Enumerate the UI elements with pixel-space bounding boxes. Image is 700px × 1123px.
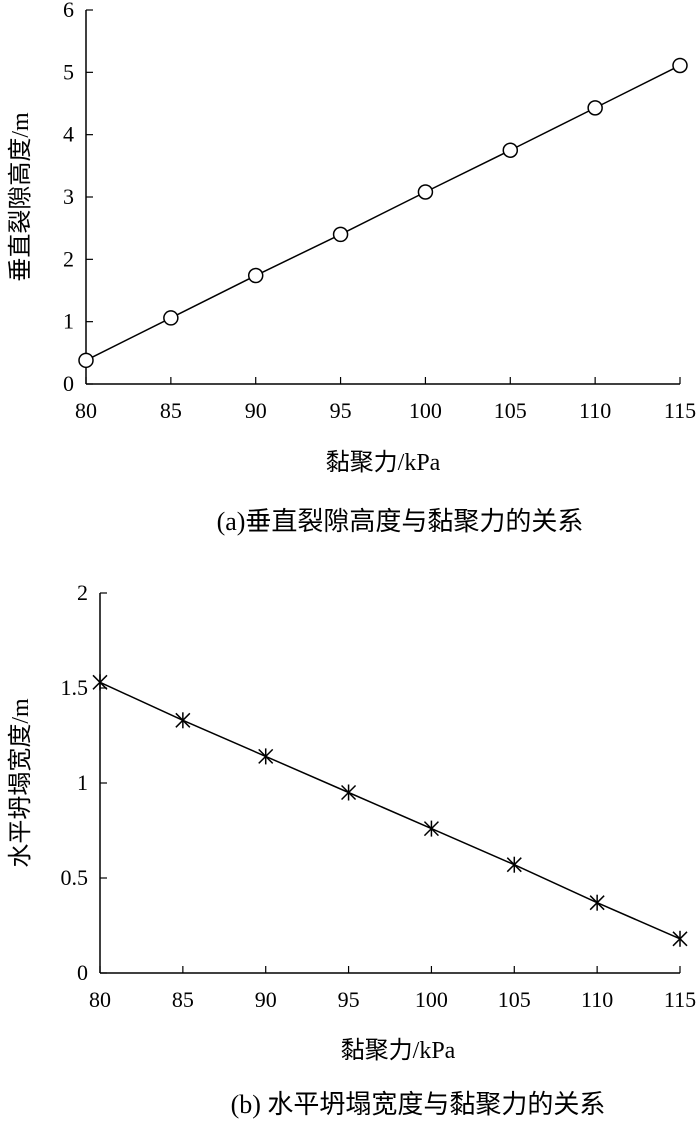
chart-b-caption: (b) 水平坍塌宽度与黏聚力的关系 [231, 1090, 606, 1119]
chart-b-ytick-label: 0.5 [61, 865, 89, 890]
chart-a-point [163, 310, 179, 326]
chart-a-point [587, 100, 603, 116]
chart-a-series [78, 57, 688, 369]
chart-a-ytick-label: 0 [63, 371, 74, 396]
chart-b-point [92, 674, 108, 691]
chart-a-xtick-label: 110 [579, 398, 611, 423]
chart-a-ytick-label: 3 [63, 184, 74, 209]
chart-b-xticks: 80 85 90 95 100 105 110 115 [89, 966, 696, 1012]
chart-a-series-line [85, 64, 681, 361]
chart-b-ytick-label: 1 [77, 770, 88, 795]
chart-b-point [672, 930, 688, 947]
chart-b-xtick-label: 105 [498, 987, 531, 1012]
chart-a-ytick-label: 5 [63, 59, 74, 84]
chart-b-yticks: 0 0.5 1 1.5 2 [61, 580, 107, 985]
chart-b-ylabel: 水平坍塌宽度/m [7, 698, 34, 868]
chart-a-xtick-label: 95 [330, 398, 352, 423]
chart-a-xtick-label: 115 [664, 398, 696, 423]
chart-b-ytick-label: 1.5 [61, 675, 89, 700]
chart-b-xtick-label: 80 [89, 987, 111, 1012]
chart-b-xtick-label: 85 [172, 987, 194, 1012]
chart-a-ytick-label: 6 [63, 0, 74, 22]
chart-b-axes [99, 593, 680, 974]
chart-b-xtick-label: 95 [338, 987, 360, 1012]
chart-a-ytick-label: 2 [63, 246, 74, 271]
chart-b-point [258, 748, 274, 765]
chart-a-point [672, 57, 688, 74]
chart-a-ylabel: 垂直裂隙高度/m [7, 112, 34, 282]
chart-a: 0 1 2 3 4 5 6 80 85 90 95 100 105 110 115 垂直裂隙高度/m 黏聚… [7, 0, 696, 536]
chart-b-xtick-label: 115 [664, 987, 696, 1012]
chart-b-xtick-label: 90 [255, 987, 277, 1012]
chart-a-xtick-label: 105 [494, 398, 527, 423]
chart-b-series-line [99, 681, 681, 940]
chart-a-caption: (a)垂直裂隙高度与黏聚力的关系 [217, 507, 584, 536]
chart-a-ytick-label: 4 [63, 122, 74, 147]
chart-a-ytick-label: 1 [63, 309, 74, 334]
chart-a-point [247, 267, 264, 284]
chart-a-xtick-label: 100 [409, 398, 442, 423]
chart-a-point [332, 226, 349, 243]
chart-a-xticks: 80 85 90 95 100 105 110 115 [75, 377, 696, 423]
chart-b-ytick-label: 0 [77, 960, 88, 985]
chart-b-point [341, 784, 357, 801]
chart-b-point [423, 820, 439, 837]
chart-a-point [78, 352, 94, 369]
chart-b-xtick-label: 110 [581, 987, 613, 1012]
chart-a-xtick-label: 80 [75, 398, 97, 423]
chart-a-xtick-label: 90 [245, 398, 267, 423]
chart-b-ytick-label: 2 [77, 580, 88, 605]
chart-a-point [502, 142, 519, 158]
chart-b-xlabel: 黏聚力/kPa [341, 1037, 456, 1064]
chart-a-axes [85, 10, 680, 385]
chart-a-point [417, 184, 434, 200]
chart-b-xtick-label: 100 [415, 987, 448, 1012]
chart-a-xtick-label: 85 [160, 398, 182, 423]
chart-a-yticks: 0 1 2 3 4 5 6 [63, 0, 93, 396]
chart-b-series [92, 674, 688, 947]
chart-b-point [506, 856, 522, 873]
chart-b-point [589, 894, 605, 911]
chart-b: 00.511.52 80 85 90 95 100 105 110 115 水平坍塌宽度/m … [7, 580, 696, 1119]
chart-a-xlabel: 黏聚力/kPa [326, 449, 441, 476]
chart-b-point [175, 712, 191, 729]
